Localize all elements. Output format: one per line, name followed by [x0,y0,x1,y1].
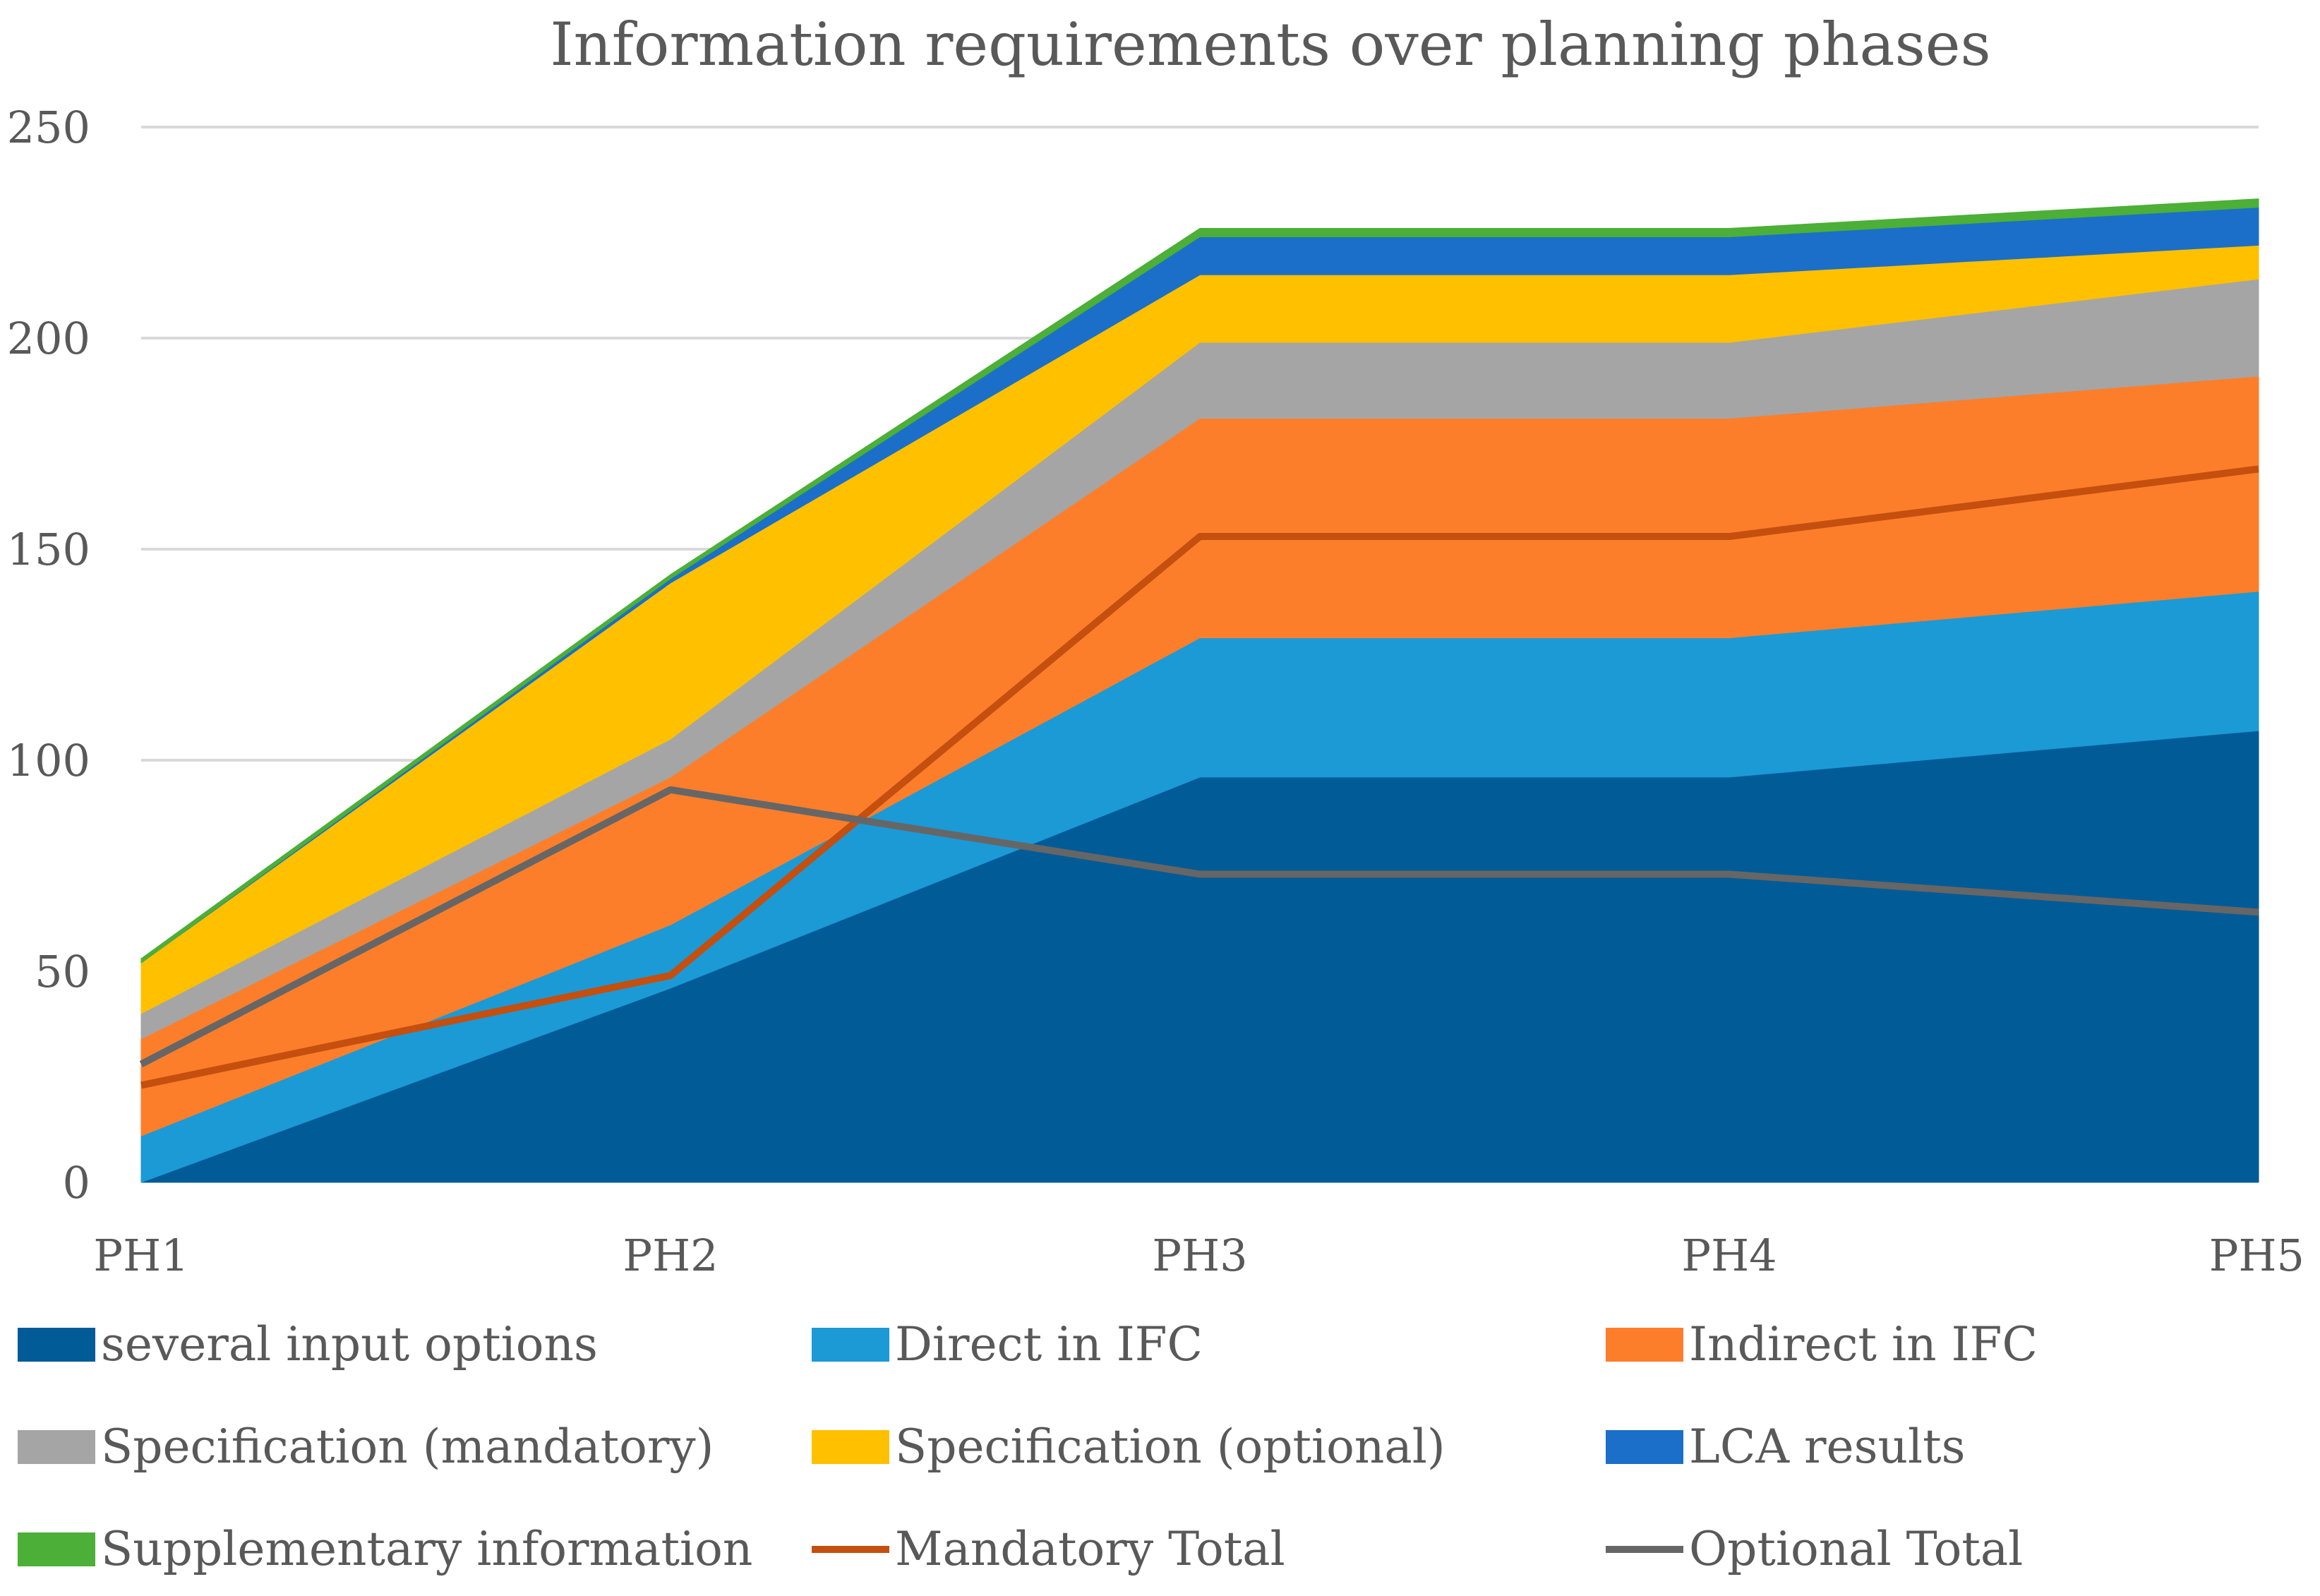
legend-label: LCA results [1689,1420,1965,1474]
legend-label: Indirect in IFC [1689,1317,2038,1372]
legend-item-indirect-in-ifc: Indirect in IFC [1606,1317,2038,1372]
x-tick-label: PH2 [623,1230,718,1281]
y-tick-label: 150 [7,524,90,575]
legend-label: Specification (mandatory) [101,1420,714,1474]
y-tick-label: 100 [7,735,90,786]
x-tick-label: PH5 [2209,1230,2304,1281]
legend-swatch [812,1430,889,1464]
y-tick-label: 0 [63,1157,90,1208]
x-tick-label: PH1 [93,1230,188,1281]
legend-item-lca-results: LCA results [1606,1420,1965,1474]
x-axis-ticks: PH1 PH2 PH3 PH4 PH5 [93,1230,2304,1281]
chart-title: Information requirements over planning p… [550,10,1990,79]
legend-swatch [18,1532,95,1566]
legend-label: Mandatory Total [895,1522,1285,1576]
y-tick-label: 50 [35,946,90,997]
legend-item-several-input-options: several input options [18,1317,598,1372]
legend-label: several input options [101,1317,598,1372]
legend-item-specification-mandatory: Specification (mandatory) [18,1420,714,1474]
legend-swatch [812,1328,889,1362]
legend-item-optional-total: Optional Total [1606,1522,2023,1576]
legend-label: Direct in IFC [895,1317,1203,1372]
total-lines [139,465,2259,1089]
legend-swatch [18,1430,95,1464]
legend: several input options Direct in IFC Indire… [18,1317,2038,1576]
legend-label: Specification (optional) [895,1420,1446,1474]
legend-swatch [1606,1430,1683,1464]
area-supplementary-information [140,198,2259,964]
x-tick-label: PH4 [1681,1230,1777,1281]
line-mandatory-total [140,465,2259,1089]
legend-item-mandatory-total: Mandatory Total [812,1522,1285,1576]
stacked-areas [140,198,2259,1183]
y-tick-label: 250 [7,102,90,153]
legend-item-direct-in-ifc: Direct in IFC [812,1317,1203,1372]
y-tick-label: 200 [7,313,90,364]
legend-swatch [1606,1328,1683,1362]
y-axis-ticks: 0 50 100 150 200 250 [7,102,90,1208]
legend-label: Supplementary information [101,1522,752,1576]
x-tick-label: PH3 [1152,1230,1247,1281]
legend-label: Optional Total [1689,1522,2023,1576]
legend-swatch [18,1328,95,1362]
legend-item-supplementary-information: Supplementary information [18,1522,752,1576]
legend-item-specification-optional: Specification (optional) [812,1420,1446,1474]
line-optional-total [139,786,2259,1067]
